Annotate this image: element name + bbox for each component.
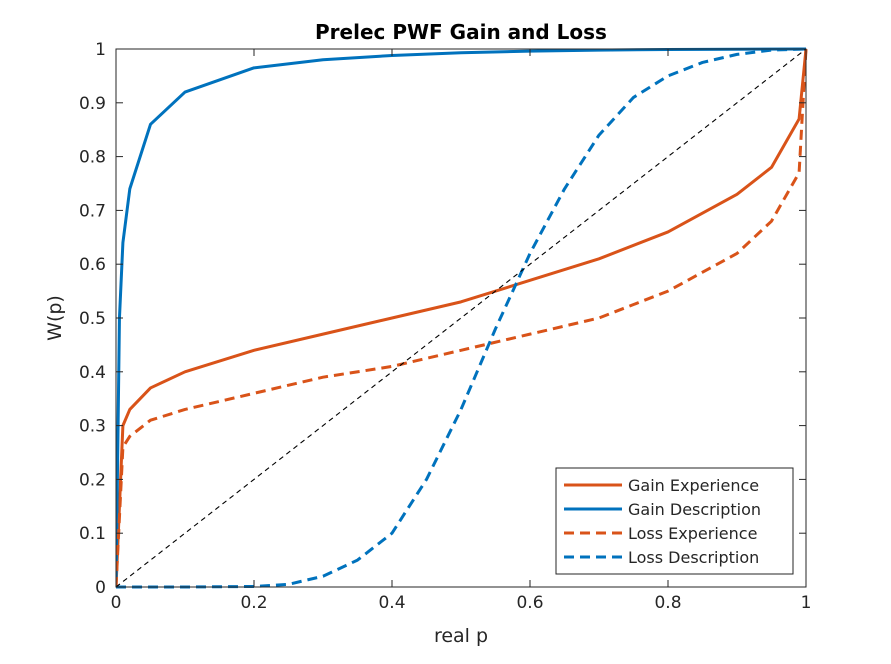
y-tick-label: 0.9 (79, 94, 106, 114)
legend: Gain Experience Gain Description Loss Expe… (555, 467, 794, 575)
x-tick-label: 0.4 (378, 593, 405, 613)
y-tick-label: 0 (95, 578, 106, 598)
x-tick-label: 0 (111, 593, 122, 613)
x-axis-label: real p (434, 625, 488, 647)
y-tick-label: 0.1 (79, 524, 106, 544)
y-tick-label: 1 (95, 40, 106, 60)
series-line-loss-experience (116, 48, 808, 588)
y-tick-label: 0.7 (79, 201, 106, 221)
legend-label: Loss Description (628, 548, 759, 567)
chart-title: Prelec PWF Gain and Loss (315, 20, 607, 44)
x-tick-label: 0.8 (654, 593, 681, 613)
y-tick-label: 0.8 (79, 148, 106, 168)
x-tick-label: 0.2 (240, 593, 267, 613)
reference-diagonal-line (116, 48, 807, 588)
series-line-gain-experience (116, 48, 808, 588)
y-tick-label: 0.3 (79, 417, 106, 437)
legend-label: Gain Description (628, 500, 761, 519)
series-line-loss-description (116, 47, 807, 589)
x-tick-label: 1 (801, 593, 812, 613)
x-tick-label: 0.6 (516, 593, 543, 613)
y-axis-label: W(p) (44, 295, 66, 341)
y-tick-label: 0.6 (79, 255, 106, 275)
axis-ticks: 0 0.2 0.4 0.6 0.8 1 0 0.1 0.2 0.3 0.4 0.5 0.6 0.7 0.8 0… (79, 40, 811, 613)
legend-label: Loss Experience (628, 524, 757, 543)
plot-lines (116, 47, 808, 589)
legend-label: Gain Experience (628, 476, 759, 495)
y-tick-label: 0.4 (79, 363, 106, 383)
y-tick-label: 0.2 (79, 470, 106, 490)
series-line-gain-description (116, 47, 807, 588)
y-tick-label: 0.5 (79, 309, 106, 329)
